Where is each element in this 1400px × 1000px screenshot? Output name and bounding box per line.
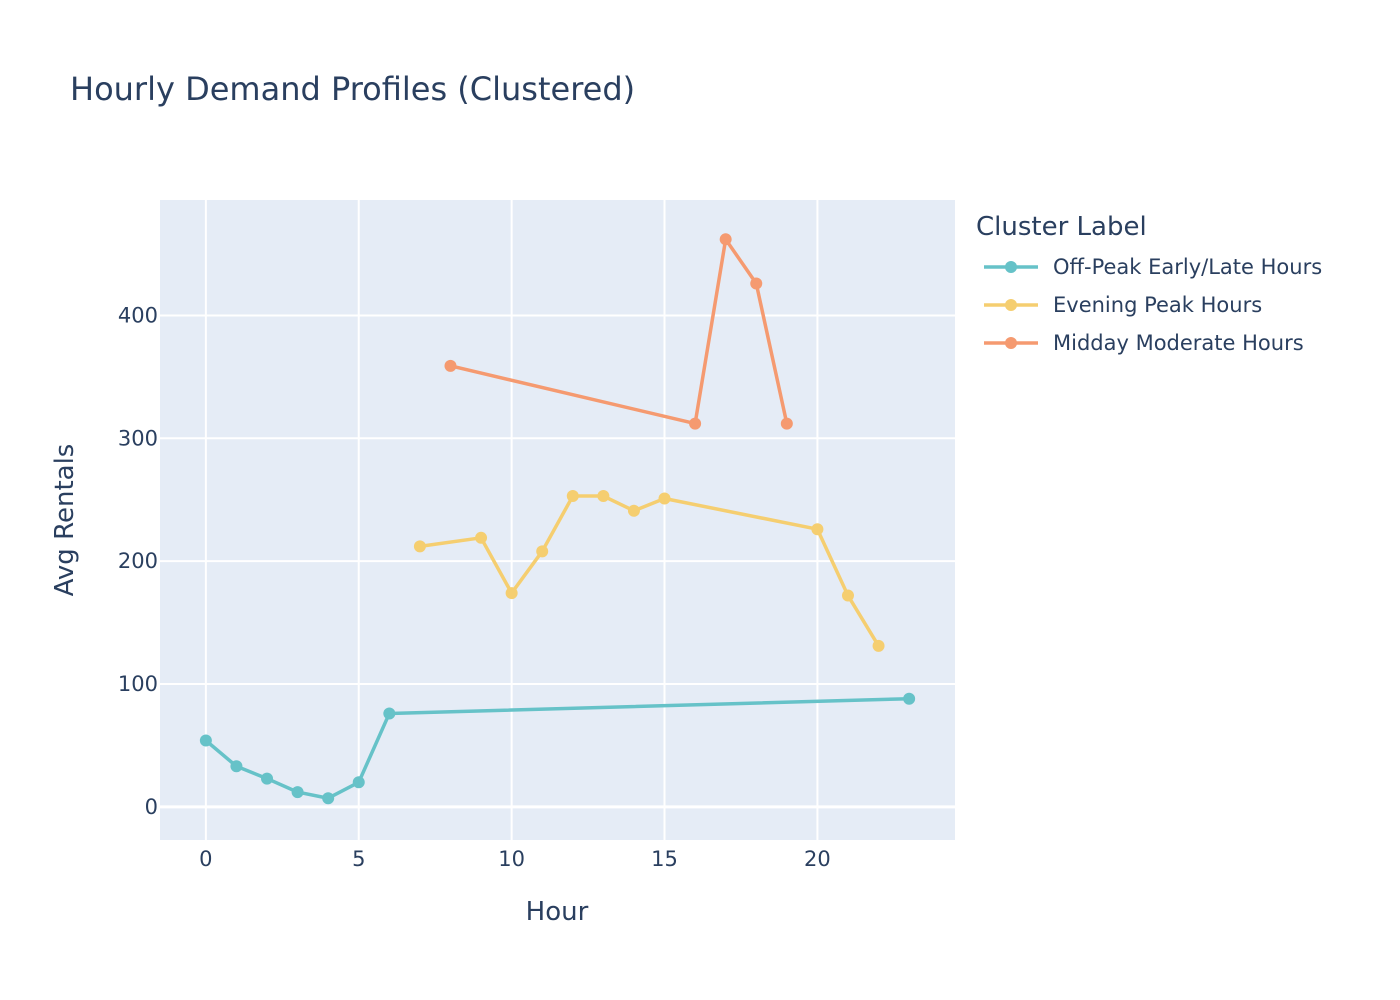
data-point[interactable] [627,504,640,517]
x-axis-title: Hour [526,897,589,927]
y-tick-label: 0 [145,795,158,819]
legend-item[interactable]: Off-Peak Early/Late Hours [984,255,1322,279]
legend-label: Off-Peak Early/Late Hours [1053,255,1322,279]
data-point[interactable] [903,692,916,705]
data-point[interactable] [872,639,885,652]
x-tick-label: 0 [199,847,212,871]
data-point[interactable] [719,233,732,246]
chart-title: Hourly Demand Profiles (Clustered) [70,70,635,108]
data-point[interactable] [811,523,824,536]
data-point[interactable] [230,760,243,773]
data-point[interactable] [413,540,426,553]
y-tick-label: 200 [118,549,158,573]
series-group [444,233,793,430]
series-layer [199,233,916,805]
y-axis-title: Avg Rentals [50,444,80,597]
x-tick-label: 10 [498,847,525,871]
data-point[interactable] [689,417,702,430]
data-point[interactable] [536,545,549,558]
legend[interactable]: Cluster Label Off-Peak Early/Late Hours E… [976,212,1322,355]
data-point[interactable] [597,490,610,503]
y-tick-label: 300 [118,426,158,450]
series-group [199,692,916,805]
data-point[interactable] [291,786,304,799]
data-point[interactable] [322,792,335,805]
data-point[interactable] [444,359,457,372]
data-point[interactable] [475,531,488,544]
data-point[interactable] [780,417,793,430]
x-tick-label: 20 [804,847,831,871]
x-tick-label: 5 [352,847,365,871]
data-point[interactable] [261,772,274,785]
series-group [413,490,885,652]
x-tick-label: 15 [651,847,678,871]
legend-item[interactable]: Evening Peak Hours [984,293,1262,317]
data-point[interactable] [383,707,396,720]
y-tick-label: 100 [118,672,158,696]
legend-marker-swatch [1005,299,1017,311]
data-point[interactable] [750,277,763,290]
legend-item[interactable]: Midday Moderate Hours [984,331,1304,355]
plot-area [160,200,955,840]
legend-label: Evening Peak Hours [1053,293,1262,317]
data-point[interactable] [841,589,854,602]
data-point[interactable] [352,776,365,789]
legend-marker-swatch [1005,337,1017,349]
data-point[interactable] [658,492,671,505]
data-point[interactable] [505,587,518,600]
legend-label: Midday Moderate Hours [1053,331,1304,355]
data-point[interactable] [566,490,579,503]
legend-marker-swatch [1005,261,1017,273]
grid-lines [160,200,955,840]
y-tick-label: 400 [118,303,158,327]
data-point[interactable] [199,734,212,747]
legend-title: Cluster Label [976,212,1147,242]
